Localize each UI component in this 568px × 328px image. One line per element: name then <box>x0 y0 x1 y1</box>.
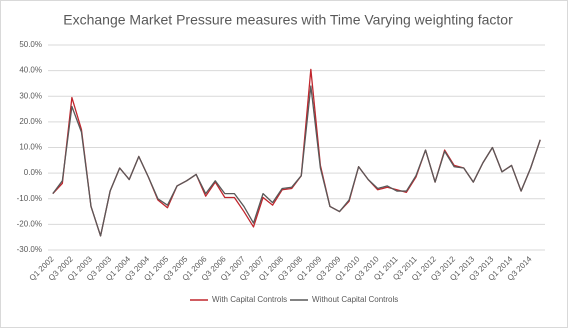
y-tick-label: 50.0% <box>19 40 42 49</box>
y-tick-label: 30.0% <box>19 91 42 100</box>
y-tick-label: -30.0% <box>17 245 42 254</box>
y-tick-label: 0.0% <box>24 168 42 177</box>
y-tick-label: 10.0% <box>19 143 42 152</box>
legend-label: Without Capital Controls <box>312 295 398 304</box>
y-tick-label: 20.0% <box>19 117 42 126</box>
y-tick-label: 40.0% <box>19 66 42 75</box>
y-tick-label: -10.0% <box>17 194 42 203</box>
y-tick-label: -20.0% <box>17 219 42 228</box>
legend-label: With Capital Controls <box>212 295 287 304</box>
chart-title: Exchange Market Pressure measures with T… <box>63 12 513 28</box>
series-line <box>52 85 541 237</box>
